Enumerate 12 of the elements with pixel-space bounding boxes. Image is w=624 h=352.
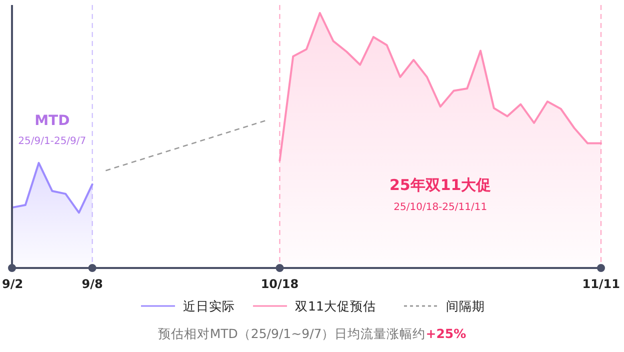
annotation: 25/9/1-25/9/7 [18, 136, 86, 147]
annotation: MTD [34, 113, 70, 129]
x-tick-label: 11/11 [582, 277, 620, 291]
text: 预估相对MTD（25/9/1~9/7）日均流量涨幅约+25% [158, 326, 467, 341]
legend-label: 近日实际 [183, 298, 235, 314]
x-tick-label: 9/8 [82, 277, 103, 291]
x-tick-label: 10/18 [260, 277, 299, 291]
annotation: 25年双11大促 [389, 176, 492, 194]
legend-label: 间隔期 [446, 298, 485, 314]
annotation: 25/10/18-25/11/11 [394, 202, 488, 213]
x-tick-label: 9/2 [2, 277, 24, 291]
legend-label: 双11大促预估 [295, 298, 376, 314]
